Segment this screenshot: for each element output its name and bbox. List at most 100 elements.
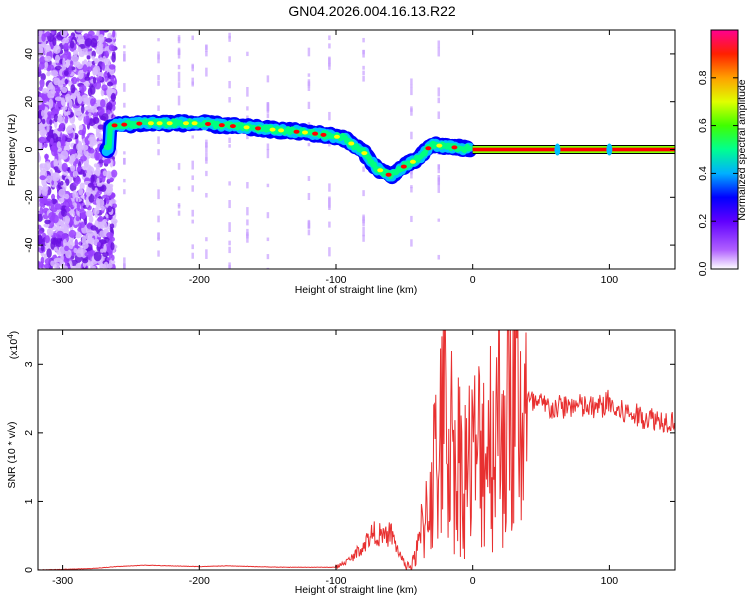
spectrogram-noise-cell — [78, 124, 84, 130]
spectrogram-streak-cell — [191, 244, 194, 250]
spectrogram-streak-cell — [205, 170, 208, 177]
spectrogram-ridge-peak — [182, 121, 189, 126]
spectrogram-noise-cell — [51, 142, 59, 153]
spectrogram-noise-cell — [70, 204, 74, 210]
spectrogram-noise-cell — [91, 55, 95, 61]
spectrogram-noise-cell — [87, 148, 95, 154]
spectrogram-noise-cell — [64, 78, 69, 84]
spectrogram-noise-cell — [77, 93, 81, 102]
spectrogram-noise-cell — [47, 111, 53, 117]
spectrogram-ytick-label: -20 — [23, 190, 35, 205]
spectrogram-tone-blip — [554, 143, 561, 156]
spectrogram-noise-cell — [106, 109, 111, 115]
spectrogram-streak-cell — [437, 47, 441, 57]
spectrogram-streak-cell — [177, 50, 181, 59]
spectrogram-streak-cell — [410, 185, 413, 189]
spectrogram-streak-cell — [307, 87, 311, 91]
spectrogram-noise-cell — [44, 161, 51, 171]
spectrogram-streak-cell — [191, 77, 194, 85]
spectrogram-noise-cell — [98, 239, 107, 245]
spectrogram-streak-cell — [177, 95, 181, 106]
spectrogram-noise-cell — [102, 170, 107, 177]
spectrogram-ytick-label: 20 — [23, 96, 35, 108]
spectrogram-noise-cell — [101, 113, 109, 122]
snr-ytick-label: 2 — [23, 430, 35, 436]
spectrogram-streak-cell — [246, 182, 249, 189]
colorbar-ticks: 0.0 0.2 0.4 0.6 0.8 — [697, 70, 738, 276]
spectrogram-xtick-label: 0 — [470, 274, 476, 286]
spectrogram-noise-cell — [101, 84, 108, 91]
spectrogram-streak-cell — [191, 209, 194, 217]
spectrogram-noise-cell — [64, 115, 69, 124]
spectrogram-streak-cell — [123, 189, 126, 195]
spectrogram-noise-cell — [59, 122, 65, 129]
spectrogram-streak-cell — [266, 102, 270, 112]
spectrogram-noise-cell — [54, 96, 63, 102]
spectrogram-streak-cell — [205, 143, 208, 148]
spectrogram-streak-cell — [246, 232, 249, 239]
spectrogram-streak-cell — [157, 232, 160, 240]
spectrogram-noise-cell — [100, 108, 104, 115]
spectrogram-noise-cell — [108, 64, 116, 70]
spectrogram-noise-cell — [65, 137, 73, 143]
spectrogram-streak-cell — [205, 51, 208, 57]
spectrogram-streak-cell — [362, 190, 365, 197]
snr-panel: -300 -200 -100 0 100 0 1 2 3 Height of straight … — [6, 329, 676, 596]
spectrogram-noise-cell — [109, 223, 115, 229]
spectrogram-noise-cell — [77, 70, 84, 80]
spectrogram-noise-cell — [76, 63, 83, 70]
spectrogram-streak-cell — [307, 142, 311, 147]
spectrogram-noise-cell — [41, 118, 46, 125]
snr-y-scale-base: (x10 — [8, 339, 20, 360]
spectrogram-streak-cell — [307, 219, 311, 229]
spectrogram-noise-cell — [44, 219, 51, 225]
spectrogram-streak-cell — [205, 67, 208, 77]
spectrogram-streak-cell — [157, 189, 160, 200]
spectrogram-noise-cell — [84, 251, 92, 257]
spectrogram-streak-cell — [205, 152, 208, 161]
spectrogram-noise-cell — [88, 215, 94, 224]
spectrogram-ridge-peak — [111, 123, 118, 128]
spectrogram-streak-cell — [157, 215, 160, 223]
spectrogram-ridge-peak — [191, 121, 198, 126]
spectrogram-noise-cell — [92, 76, 97, 84]
spectrogram-noise-cell — [75, 111, 82, 116]
snr-x-label: Height of straight line (km) — [295, 584, 418, 596]
spectrogram-noise-cell — [61, 86, 68, 94]
spectrogram-noise-cell — [56, 249, 60, 255]
spectrogram-noise-cell — [103, 159, 111, 164]
spectrogram-area — [38, 30, 675, 269]
spectrogram-streak-cell — [177, 64, 181, 70]
spectrogram-noise-cell — [76, 201, 81, 212]
spectrogram-noise-cell — [85, 187, 92, 197]
spectrogram-streak-cell — [157, 51, 160, 60]
spectrogram-noise-cell — [53, 262, 60, 269]
snr-xtick-label: 0 — [470, 575, 476, 587]
spectrogram-noise-cell — [41, 103, 46, 111]
spectrogram-noise-cell — [110, 75, 115, 82]
spectrogram-streak-cell — [362, 234, 365, 242]
spectrogram-noise-cell — [65, 249, 72, 259]
spectrogram-noise-cell — [81, 235, 87, 245]
spectrogram-noise-cell — [111, 53, 116, 63]
spectrogram-streak-cell — [177, 35, 181, 42]
spectrogram-noise-cell — [108, 44, 115, 52]
spectrogram-noise-cell — [84, 38, 93, 47]
spectrogram-streak-cell — [191, 135, 194, 139]
figure-title: GN04.2026.004.16.13.R22 — [288, 3, 456, 19]
spectrogram-ridge-peak — [377, 168, 384, 173]
spectrogram-noise-cell — [80, 194, 85, 199]
spectrogram-ridge-peak — [269, 127, 276, 132]
spectrogram-noise-cell — [112, 84, 117, 89]
spectrogram-streak-cell — [246, 106, 249, 111]
spectrogram-noise-cell — [53, 113, 59, 123]
snr-frame — [37, 329, 676, 571]
spectrogram-streak-cell — [307, 47, 311, 57]
snr-y-label: SNR (10 * v/v) — [6, 421, 18, 488]
spectrogram-streak-cell — [191, 35, 194, 41]
spectrogram-noise-cell — [63, 43, 69, 50]
spectrogram-noise-cell — [58, 188, 66, 198]
spectrogram-noise-cell — [50, 70, 59, 77]
spectrogram-y-label: Frequency (Hz) — [6, 114, 18, 186]
spectrogram-noise-cell — [39, 43, 43, 54]
